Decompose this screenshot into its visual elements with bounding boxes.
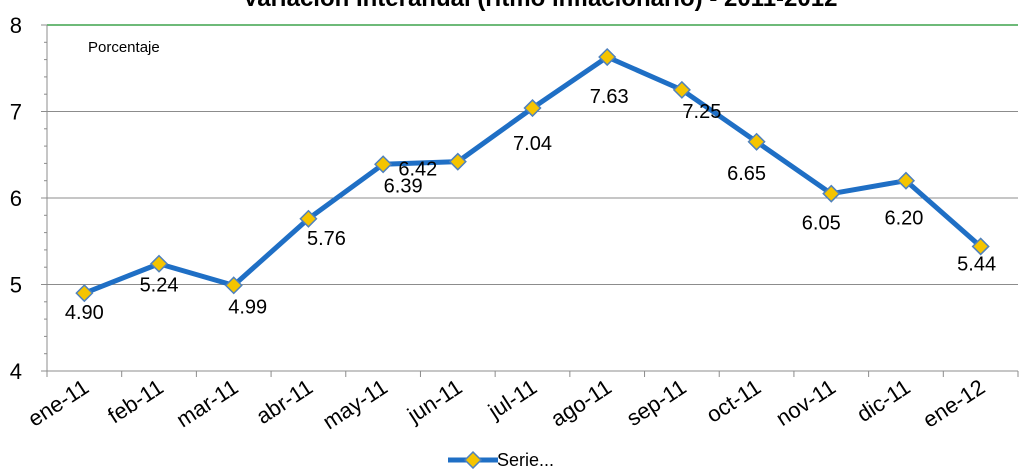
data-label: 4.99	[228, 296, 267, 318]
data-label: 6.20	[884, 208, 923, 230]
data-label: 6.39	[384, 175, 423, 197]
y-tick-labels: 4 5 6 7 8	[10, 13, 22, 384]
x-tick-label: mar-11	[172, 374, 243, 432]
data-point-marker	[149, 254, 169, 273]
y-tick-label: 6	[10, 186, 22, 211]
x-tick-label: feb-11	[103, 374, 168, 428]
data-point-marker	[672, 80, 691, 99]
series-markers	[75, 47, 990, 303]
x-tick-label: nov-11	[771, 374, 840, 431]
data-point-marker	[598, 47, 617, 67]
chart-title: Variación Interanual (ritmo inflacionari…	[243, 0, 838, 12]
x-tick-label: sep-11	[622, 374, 691, 431]
y-tick-label: 4	[10, 359, 22, 384]
data-label: 7.63	[590, 86, 629, 108]
x-tick-label: ago-11	[546, 374, 616, 431]
y-tick-label: 7	[10, 100, 22, 125]
data-label: 6.05	[802, 213, 841, 235]
data-point-marker	[75, 284, 94, 303]
x-tick-label: dic-11	[852, 374, 915, 427]
legend-marker-swatch	[463, 450, 483, 469]
series-line-path	[81, 54, 984, 296]
grid-lines	[47, 24, 1018, 372]
x-tick-label: abr-11	[252, 374, 318, 429]
data-point-marker	[224, 276, 243, 295]
series-line	[81, 54, 984, 296]
y-tick-label: 8	[10, 13, 22, 38]
axes	[41, 24, 1019, 377]
data-label: 4.90	[65, 302, 104, 324]
legend-series-name: Serie...	[497, 450, 554, 469]
x-tick-label: may-11	[318, 374, 392, 434]
data-label: 6.65	[727, 163, 766, 185]
x-tick-label: ene-11	[23, 374, 93, 431]
data-point-marker	[523, 98, 542, 118]
data-point-marker	[896, 171, 916, 190]
y-tick-label: 5	[10, 273, 22, 298]
data-point-marker	[822, 184, 841, 203]
data-label: 5.76	[307, 228, 346, 250]
data-labels: 4.90 5.24 4.99 5.76 6.396.42 7.04 7.63 7.25 6.65…	[65, 86, 996, 324]
y-axis-unit-label: Porcentaje	[88, 39, 160, 56]
data-label: 5.24	[140, 275, 179, 297]
x-tick-label: oct-11	[702, 374, 766, 427]
x-tick-label: jun-11	[402, 374, 466, 428]
x-tick-labels: ene-11 feb-11 mar-11 abr-11 may-11 jun-11 jul-…	[23, 374, 989, 434]
data-point-marker	[448, 152, 467, 171]
data-point-marker	[299, 209, 318, 228]
data-label: 7.25	[682, 101, 721, 123]
x-tick-label: ene-12	[918, 374, 989, 432]
data-label: 7.04	[513, 133, 552, 155]
data-point-marker	[374, 155, 393, 174]
x-tick-label: jul-11	[483, 374, 541, 424]
data-label: 5.44	[957, 253, 996, 275]
data-point-marker	[971, 237, 990, 256]
legend: Serie...	[448, 450, 554, 469]
data-point-marker	[747, 132, 766, 151]
data-label: 6.42	[398, 159, 437, 181]
